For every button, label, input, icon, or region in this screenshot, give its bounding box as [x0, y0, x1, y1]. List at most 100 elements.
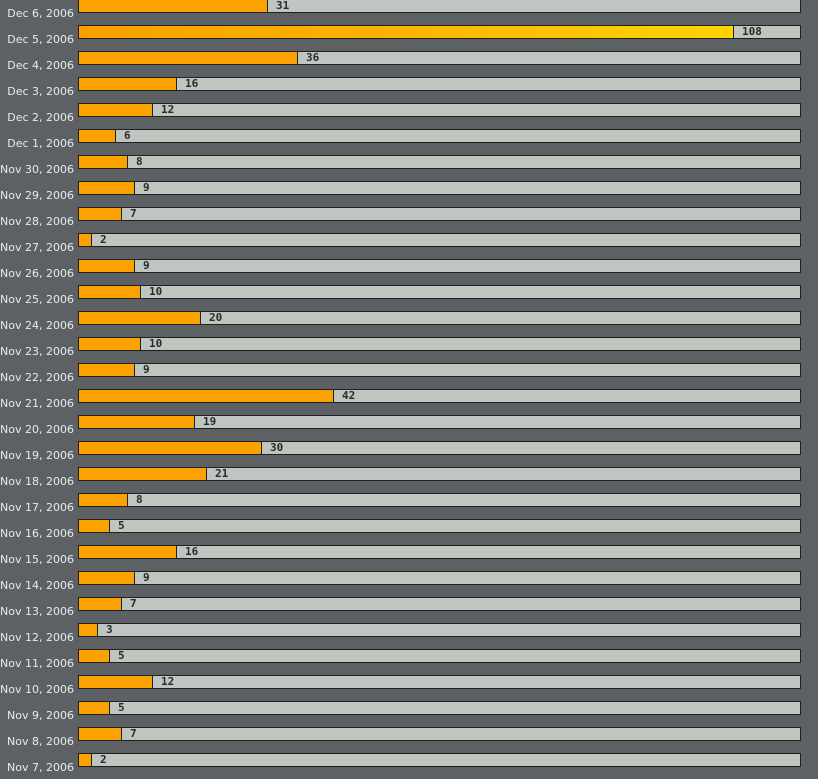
- chart-row: Dec 4, 2006 36: [0, 51, 818, 77]
- bar-value-label: 7: [130, 207, 137, 220]
- bar-track: 7: [78, 727, 801, 741]
- chart-row: Nov 14, 2006 9: [0, 571, 818, 597]
- chart-row: Dec 3, 2006 16: [0, 77, 818, 103]
- category-label: Nov 20, 2006: [0, 423, 74, 436]
- chart-row: Nov 16, 2006 5: [0, 519, 818, 545]
- category-label: Nov 28, 2006: [0, 215, 74, 228]
- category-label: Nov 29, 2006: [0, 189, 74, 202]
- chart-row: Nov 8, 2006 7: [0, 727, 818, 753]
- category-label: Nov 10, 2006: [0, 683, 74, 696]
- bar: [79, 364, 135, 376]
- category-label: Dec 1, 2006: [7, 137, 74, 150]
- category-label: Dec 3, 2006: [7, 85, 74, 98]
- chart-row: Nov 22, 2006 9: [0, 363, 818, 389]
- bar: [79, 520, 110, 532]
- bar-value-label: 12: [161, 675, 175, 688]
- category-label: Nov 25, 2006: [0, 293, 74, 306]
- category-label: Nov 18, 2006: [0, 475, 74, 488]
- bar-track: 19: [78, 415, 801, 429]
- bar-value-label: 19: [203, 415, 217, 428]
- chart-row: Nov 18, 2006 21: [0, 467, 818, 493]
- bar-track: 8: [78, 493, 801, 507]
- category-label: Nov 9, 2006: [7, 709, 74, 722]
- bar: [79, 338, 141, 350]
- bar-track: 10: [78, 337, 801, 351]
- bar: [79, 624, 98, 636]
- bar: [79, 26, 734, 38]
- bar-track: 108: [78, 25, 801, 39]
- category-label: Dec 5, 2006: [7, 33, 74, 46]
- bar-track: 2: [78, 753, 801, 767]
- bar-track: 12: [78, 675, 801, 689]
- category-label: Nov 23, 2006: [0, 345, 74, 358]
- bar-value-label: 16: [185, 77, 199, 90]
- bar: [79, 676, 153, 688]
- chart-row: Dec 2, 2006 12: [0, 103, 818, 129]
- bar-track: 7: [78, 207, 801, 221]
- bar-value-label: 3: [106, 623, 113, 636]
- bar: [79, 52, 298, 64]
- category-label: Nov 11, 2006: [0, 657, 74, 670]
- bar-value-label: 5: [118, 701, 125, 714]
- bar: [79, 416, 195, 428]
- bar-track: 16: [78, 77, 801, 91]
- bar: [79, 130, 116, 142]
- category-label: Nov 7, 2006: [7, 761, 74, 774]
- bar-track: 31: [78, 0, 801, 13]
- bar-track: 12: [78, 103, 801, 117]
- bar-value-label: 2: [100, 233, 107, 246]
- bar-value-label: 9: [143, 571, 150, 584]
- bar-track: 6: [78, 129, 801, 143]
- chart-row: Nov 15, 2006 16: [0, 545, 818, 571]
- bar: [79, 182, 135, 194]
- category-label: Nov 27, 2006: [0, 241, 74, 254]
- bar: [79, 702, 110, 714]
- category-label: Nov 14, 2006: [0, 579, 74, 592]
- chart-row: Dec 5, 2006 108: [0, 25, 818, 51]
- bar: [79, 728, 122, 740]
- bar-track: 21: [78, 467, 801, 481]
- chart-row: Nov 17, 2006 8: [0, 493, 818, 519]
- bar-track: 9: [78, 571, 801, 585]
- category-label: Nov 17, 2006: [0, 501, 74, 514]
- chart-row: Nov 7, 2006 2: [0, 753, 818, 779]
- bar-track: 5: [78, 649, 801, 663]
- chart-row: Dec 1, 2006 6: [0, 129, 818, 155]
- bar-track: 3: [78, 623, 801, 637]
- chart-row: Nov 24, 2006 20: [0, 311, 818, 337]
- bar-value-label: 42: [342, 389, 356, 402]
- chart-row: Nov 21, 2006 42: [0, 389, 818, 415]
- bar: [79, 754, 92, 766]
- bar: [79, 598, 122, 610]
- category-label: Nov 12, 2006: [0, 631, 74, 644]
- chart-row: Nov 30, 2006 8: [0, 155, 818, 181]
- bar-track: 16: [78, 545, 801, 559]
- bar-value-label: 20: [209, 311, 223, 324]
- category-label: Nov 21, 2006: [0, 397, 74, 410]
- chart-row: Nov 11, 2006 5: [0, 649, 818, 675]
- bar-value-label: 9: [143, 363, 150, 376]
- chart-row: Nov 10, 2006 12: [0, 675, 818, 701]
- category-label: Nov 22, 2006: [0, 371, 74, 384]
- chart-row: Nov 28, 2006 7: [0, 207, 818, 233]
- bar-value-label: 31: [276, 0, 290, 12]
- chart-row: Nov 19, 2006 30: [0, 441, 818, 467]
- bar-value-label: 10: [149, 285, 163, 298]
- bar-track: 5: [78, 701, 801, 715]
- category-label: Dec 4, 2006: [7, 59, 74, 72]
- category-label: Nov 26, 2006: [0, 267, 74, 280]
- category-label: Dec 6, 2006: [7, 7, 74, 20]
- bar-value-label: 9: [143, 259, 150, 272]
- bar-value-label: 7: [130, 727, 137, 740]
- bar-track: 9: [78, 181, 801, 195]
- bar: [79, 650, 110, 662]
- bar-track: 9: [78, 259, 801, 273]
- chart-row: Nov 20, 2006 19: [0, 415, 818, 441]
- bar-value-label: 5: [118, 519, 125, 532]
- bar: [79, 104, 153, 116]
- bar-value-label: 8: [136, 493, 143, 506]
- bar-track: 30: [78, 441, 801, 455]
- bar-track: 8: [78, 155, 801, 169]
- bar-value-label: 108: [742, 25, 762, 38]
